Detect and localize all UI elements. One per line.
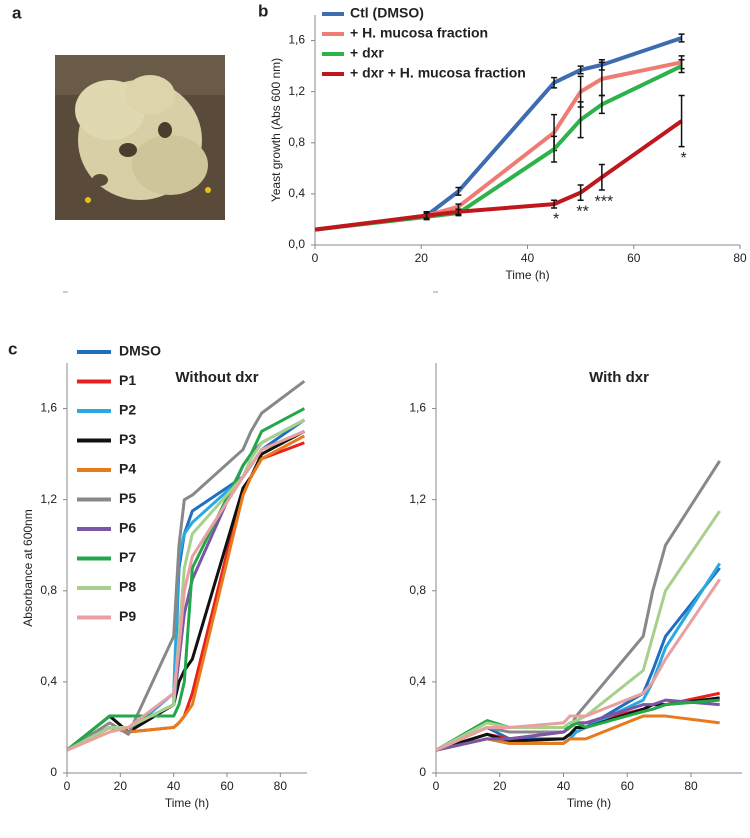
error-bar [423, 212, 430, 219]
legend-label: P2 [119, 402, 136, 418]
legend-label: P5 [119, 490, 136, 506]
y-tick-label: 0,4 [40, 674, 57, 688]
series-line [435, 510, 721, 752]
error-bar [577, 101, 584, 139]
error-bar [678, 33, 685, 43]
error-bar [678, 58, 685, 74]
series-line [435, 698, 720, 752]
legend-label: P4 [119, 461, 136, 477]
error-bar [577, 65, 584, 75]
legend-label: + dxr [350, 45, 384, 61]
error-bar [678, 94, 685, 148]
error-bar [598, 163, 605, 191]
x-tick-label: 80 [684, 779, 698, 793]
legend-label: Ctl (DMSO) [350, 5, 424, 21]
x-tick-label: 80 [733, 251, 747, 265]
series-line [66, 434, 306, 752]
y-tick-label: 1,6 [288, 33, 305, 47]
x-tick-label: 0 [433, 779, 440, 793]
legend-label: P9 [119, 608, 136, 624]
y-tick-label: 1,6 [409, 401, 426, 415]
x-tick-label: 20 [415, 251, 429, 265]
panel-label: c [8, 339, 17, 358]
panel-label: a [12, 3, 22, 22]
error-bar [577, 184, 584, 202]
series-line [435, 460, 721, 752]
y-tick-label: 0 [419, 765, 426, 779]
x-tick-label: 20 [493, 779, 507, 793]
x-tick-label: 60 [220, 779, 234, 793]
x-tick-label: 80 [274, 779, 288, 793]
error-bar [455, 186, 462, 196]
error-bar [598, 94, 605, 115]
x-axis-label: Time (h) [505, 268, 549, 282]
significance-mark: * [553, 211, 559, 228]
series-line [435, 714, 720, 752]
panel-label: b [258, 1, 268, 20]
x-tick-label: 20 [114, 779, 128, 793]
y-axis-label: Absorbance at 600nm [21, 509, 35, 626]
y-tick-label: 0,0 [288, 237, 305, 251]
y-tick-label: 0 [50, 765, 57, 779]
series-line [66, 441, 305, 752]
error-bar [551, 76, 558, 89]
x-tick-label: 40 [167, 779, 181, 793]
legend-label: P3 [119, 431, 136, 447]
y-tick-label: 1,2 [409, 492, 426, 506]
legend-label: + H. mucosa fraction [350, 25, 488, 41]
series-line [66, 429, 305, 752]
significance-mark: ** [576, 203, 588, 220]
y-tick-label: 0,8 [40, 583, 57, 597]
x-tick-label: 0 [64, 779, 71, 793]
x-tick-label: 60 [627, 251, 641, 265]
series-line [66, 407, 306, 752]
y-tick-label: 0,8 [288, 135, 305, 149]
y-tick-label: 0,4 [288, 186, 305, 200]
error-bar [455, 208, 462, 216]
error-bar [551, 135, 558, 163]
legend-label: P6 [119, 520, 136, 536]
y-tick-label: 0,8 [409, 583, 426, 597]
x-tick-label: 40 [557, 779, 571, 793]
chart-title: Without dxr [175, 369, 258, 386]
significance-mark: * [680, 150, 686, 167]
legend-label: P7 [119, 549, 136, 565]
error-bar [551, 199, 558, 209]
x-tick-label: 0 [312, 251, 319, 265]
sponge-photo [55, 55, 225, 220]
x-axis-label: Time (h) [165, 796, 209, 810]
legend-label: + dxr + H. mucosa fraction [350, 65, 526, 81]
series-line [435, 578, 721, 752]
legend-label: P1 [119, 372, 136, 388]
significance-mark: *** [595, 193, 614, 210]
y-tick-label: 0,4 [409, 674, 426, 688]
legend-label: P8 [119, 579, 136, 595]
chart-title: With dxr [589, 369, 649, 386]
x-tick-label: 60 [621, 779, 635, 793]
x-axis-label: Time (h) [567, 796, 611, 810]
legend-label: DMSO [119, 343, 161, 359]
y-tick-label: 1,2 [40, 492, 57, 506]
y-tick-label: 1,2 [288, 84, 305, 98]
y-tick-label: 1,6 [40, 401, 57, 415]
y-axis-label: Yeast growth (Abs 600 nm) [269, 58, 283, 202]
x-tick-label: 40 [521, 251, 535, 265]
